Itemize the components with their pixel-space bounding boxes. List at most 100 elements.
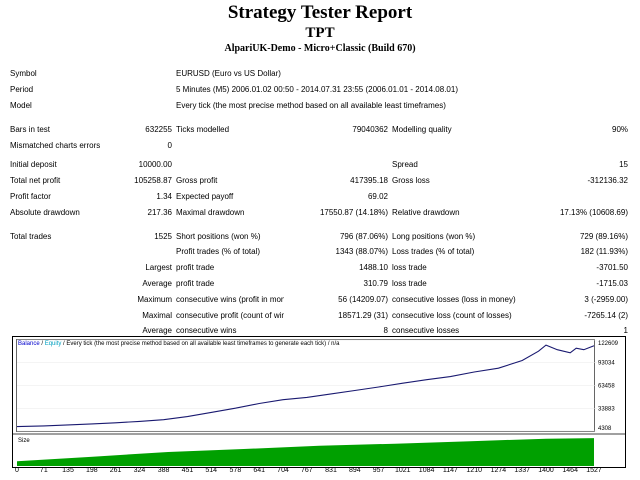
largest-loss-trade-value: -3701.50 — [596, 263, 628, 273]
largest-loss-trade-label: loss trade — [392, 263, 427, 273]
average-loss-trade-label: loss trade — [392, 278, 427, 288]
gross-profit-value: 417395.18 — [350, 176, 388, 186]
x-axis-labels: 0 71 135 198 261 324 388 451 514 578 641 704 767 831 8… — [0, 467, 640, 479]
row-profit-factor: Profit factor 1.34 Expected payoff 69.02 — [8, 189, 630, 205]
legend-balance: Balance — [18, 341, 40, 347]
average-consecutive-label: Average — [142, 326, 172, 336]
maximal-drawdown-value: 17550.87 (14.18%) — [319, 207, 388, 217]
symbol-value: EURUSD (Euro vs US Dollar) — [176, 69, 281, 79]
total-trades-value: 1525 — [154, 231, 172, 241]
period-label: Period — [10, 85, 34, 95]
row-maximal: Maximal consecutive profit (count of win… — [8, 307, 630, 323]
quality-value: 90% — [612, 124, 629, 134]
y-tick-label: 4308 — [598, 426, 612, 432]
x-tick-label: 1274 — [490, 467, 507, 474]
info-row-symbol: Symbol EURUSD (Euro vs US Dollar) — [8, 66, 630, 82]
maximal-consecutive-loss-label: consecutive loss (count of losses) — [392, 310, 512, 320]
spread-value: 15 — [619, 160, 628, 170]
x-tick-label: 767 — [300, 467, 313, 474]
x-tick-label: 324 — [133, 467, 146, 474]
max-consecutive-losses-value: 3 (-2959.00) — [584, 294, 628, 304]
x-tick-label: 894 — [348, 467, 361, 474]
largest-profit-trade-value: 1488.10 — [359, 263, 388, 273]
maximal-label: Maximal — [142, 310, 172, 320]
profit-trades-label: Profit trades (% of total) — [176, 247, 261, 257]
maximal-consecutive-profit-label: consecutive profit (count of wins) — [176, 310, 284, 320]
avg-consecutive-wins-value: 8 — [383, 326, 388, 336]
short-positions-label: Short positions (won %) — [176, 231, 261, 241]
y-tick-label: 93034 — [598, 361, 615, 367]
row-profit-loss-trades: Profit trades (% of total) 1343 (88.07%)… — [8, 244, 630, 260]
model-label: Model — [10, 100, 32, 110]
profit-factor-value: 1.34 — [156, 191, 172, 201]
expected-payoff-value: 69.02 — [367, 191, 388, 201]
net-profit-value: 105258.87 — [134, 176, 172, 186]
svg-text:Balance / Equity / Every tick: Balance / Equity / Every tick (the most … — [18, 341, 340, 347]
row-total-trades: Total trades 1525 Short positions (won %… — [8, 228, 630, 244]
chart-description: / Every tick (the most precise method ba… — [61, 341, 340, 347]
y-gridlines — [17, 339, 597, 432]
info-row-mismatch: Mismatched charts errors 0 — [8, 137, 630, 153]
info-table: Symbol EURUSD (Euro vs US Dollar) Period… — [8, 66, 630, 153]
info-row-model: Model Every tick (the most precise metho… — [8, 98, 630, 114]
model-value: Every tick (the most precise method base… — [176, 100, 446, 110]
deposit-value: 10000.00 — [138, 160, 172, 170]
maximal-drawdown-label: Maximal drawdown — [176, 207, 245, 217]
report-subtitle: TPT — [305, 25, 335, 41]
x-tick-label: 578 — [229, 467, 242, 474]
balance-equity-chart: Balance / Equity / Every tick (the most … — [12, 336, 626, 468]
x-tick-label: 1337 — [514, 467, 530, 474]
loss-trades-label: Loss trades (% of total) — [392, 247, 475, 257]
maximum-label: Maximum — [137, 294, 172, 304]
x-tick-label: 135 — [62, 467, 74, 474]
short-positions-value: 796 (87.06%) — [339, 231, 388, 241]
avg-consecutive-wins-label: consecutive wins — [176, 326, 237, 336]
deposit-label: Initial deposit — [10, 160, 57, 170]
profit-trades-value: 1343 (88.07%) — [335, 247, 388, 257]
row-average-consecutive: Average consecutive wins 8 consecutive l… — [8, 323, 630, 339]
x-tick-label: 0 — [15, 467, 19, 474]
symbol-label: Symbol — [10, 69, 37, 79]
row-net-profit: Total net profit 105258.87 Gross profit … — [8, 173, 630, 189]
x-tick-label: 1464 — [562, 467, 578, 474]
x-tick-label: 261 — [109, 467, 122, 474]
maximal-consecutive-profit-value: 18571.29 (31) — [338, 310, 388, 320]
x-tick-label: 514 — [205, 467, 218, 474]
row-deposit: Initial deposit 10000.00 Spread 15 — [8, 157, 630, 173]
legend-separator: / — [40, 341, 45, 347]
x-tick-label: 831 — [325, 467, 337, 474]
x-tick-label: 71 — [39, 467, 48, 474]
ticks-value: 79040362 — [352, 124, 388, 134]
info-row-period: Period 5 Minutes (M5) 2006.01.02 00:50 -… — [8, 82, 630, 98]
avg-consecutive-losses-value: 1 — [623, 326, 628, 336]
size-label: Size — [18, 438, 30, 444]
expected-payoff-label: Expected payoff — [176, 191, 234, 201]
x-tick-label: 198 — [85, 467, 98, 474]
max-consecutive-losses-label: consecutive losses (loss in money) — [392, 294, 516, 304]
net-profit-label: Total net profit — [10, 176, 61, 186]
x-tick-label: 1021 — [395, 467, 411, 474]
absolute-drawdown-value: 217.36 — [147, 207, 172, 217]
max-consecutive-wins-label: consecutive wins (profit in money) — [176, 294, 284, 304]
size-area — [17, 438, 594, 466]
server-build-label: AlpariUK-Demo - Micro+Classic (Build 670… — [224, 43, 416, 54]
results-table: Initial deposit 10000.00 Spread 15 Total… — [8, 157, 630, 339]
x-tick-label: 704 — [277, 467, 289, 474]
y-tick-label: 122609 — [598, 341, 619, 347]
x-tick-label: 1210 — [466, 467, 482, 474]
spread-label: Spread — [392, 160, 418, 170]
row-maximum: Maximum consecutive wins (profit in mone… — [8, 291, 630, 307]
period-value: 5 Minutes (M5) 2006.01.02 00:50 - 2014.0… — [176, 85, 458, 95]
row-largest: Largest profit trade 1488.10 loss trade … — [8, 260, 630, 276]
max-consecutive-wins-value: 56 (14209.07) — [338, 294, 388, 304]
gross-profit-label: Gross profit — [176, 176, 218, 186]
balance-line — [16, 344, 595, 428]
x-tick-label: 451 — [181, 467, 194, 474]
y-tick-labels: 122609 93034 63458 33883 4308 — [598, 341, 619, 432]
quality-label: Modelling quality — [392, 124, 452, 134]
bars-value: 632255 — [145, 124, 172, 134]
legend-equity: Equity — [45, 341, 62, 347]
avg-consecutive-losses-label: consecutive losses — [392, 326, 460, 336]
largest-profit-trade-label: profit trade — [176, 263, 215, 273]
maximal-consecutive-loss-value: -7265.14 (2) — [584, 310, 628, 320]
